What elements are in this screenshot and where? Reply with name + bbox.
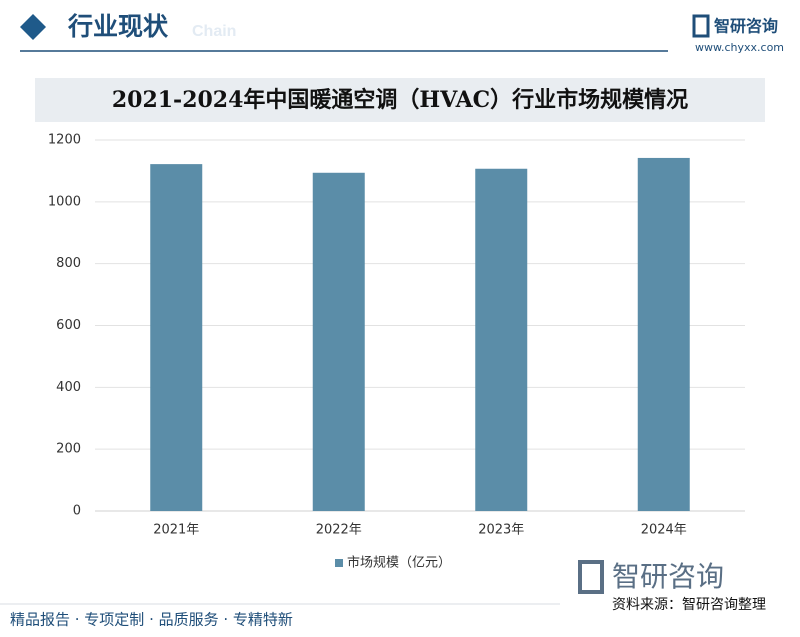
- header-icon: [20, 14, 46, 40]
- y-tick-label: 800: [56, 256, 81, 271]
- y-tick-label: 1000: [48, 194, 81, 209]
- x-tick-label: 2023年: [478, 523, 524, 538]
- legend-swatch: [335, 559, 343, 567]
- logo-text: 智研咨询: [714, 17, 778, 36]
- y-tick-label: 200: [56, 442, 81, 457]
- header-title: 行业现状: [67, 12, 169, 41]
- footer-logo: 智研咨询: [612, 560, 724, 593]
- x-tick-label: 2024年: [641, 523, 687, 538]
- chart-title: 2021-2024年中国暖通空调（HVAC）行业市场规模情况: [112, 87, 688, 113]
- y-tick-label: 600: [56, 318, 81, 333]
- bar: [475, 168, 528, 511]
- x-tick-label: 2022年: [316, 523, 362, 538]
- bar: [150, 164, 203, 512]
- x-tick-label: 2021年: [153, 523, 199, 538]
- header-subtitle: Chain: [192, 23, 236, 40]
- logo-url: www.chyxx.com: [695, 41, 784, 54]
- y-tick-label: 1200: [48, 133, 81, 148]
- title-band: [35, 78, 765, 122]
- y-tick-label: 0: [73, 504, 81, 519]
- bar: [637, 157, 690, 511]
- legend-label: 市场规模（亿元）: [347, 555, 451, 571]
- footer-source: 资料来源：智研咨询整理: [612, 597, 766, 613]
- plot: 0 200 400 600 800 1000 1200 2021年 2022年 2023年 2024…: [48, 133, 745, 571]
- footer-logo-icon: [578, 560, 604, 594]
- footer-slogan: 精品报告 · 专项定制 · 品质服务 · 专精特新: [10, 611, 293, 629]
- bar: [312, 172, 365, 511]
- logo-icon: [692, 14, 710, 38]
- y-tick-label: 400: [56, 380, 81, 395]
